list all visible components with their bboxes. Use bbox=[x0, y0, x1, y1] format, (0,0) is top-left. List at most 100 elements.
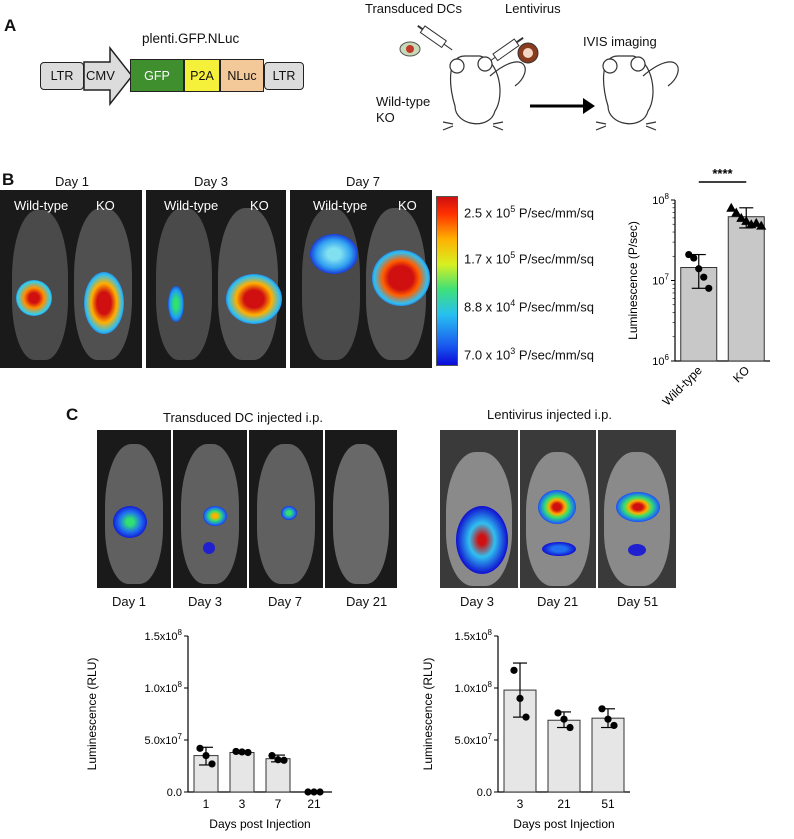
day-7-label-b: Day 7 bbox=[346, 174, 380, 189]
data-point bbox=[560, 715, 568, 723]
ivis-dc-day3 bbox=[173, 430, 247, 588]
syringe-icon-2 bbox=[488, 36, 524, 63]
left-title: Transduced DC injected i.p. bbox=[163, 410, 323, 425]
ko-label-b2: KO bbox=[250, 198, 269, 213]
data-point bbox=[756, 220, 767, 230]
data-point bbox=[522, 713, 530, 721]
data-point bbox=[700, 273, 708, 281]
data-point bbox=[726, 202, 737, 212]
right-arrow-icon bbox=[530, 98, 595, 114]
luminescence-color-scale bbox=[436, 196, 458, 366]
data-point bbox=[741, 215, 752, 225]
y-tick-label: 0.0 bbox=[167, 787, 182, 799]
chart-b-luminescence: 106 107 108 Luminescence (P/sec) Wild-type KO… bbox=[626, 166, 770, 408]
ivis-image-day7 bbox=[290, 190, 432, 368]
y-tick-label: 0.0 bbox=[477, 787, 492, 799]
ivis-dc-day1 bbox=[97, 430, 171, 588]
mouse-icon-2 bbox=[595, 55, 679, 131]
scale-label-high: 1.7 x 105 P/sec/mm/sq bbox=[464, 250, 595, 267]
data-point bbox=[705, 284, 713, 292]
data-point bbox=[690, 254, 698, 262]
c-right-day51: Day 51 bbox=[617, 594, 659, 609]
c-left-day7: Day 7 bbox=[268, 594, 302, 609]
transduced-dcs-label: Transduced DCs bbox=[365, 1, 463, 16]
day-1-label-b: Day 1 bbox=[55, 174, 89, 189]
data-point bbox=[304, 788, 312, 796]
ko-label-b3: KO bbox=[398, 198, 417, 213]
x-tick-label: 3 bbox=[517, 797, 524, 811]
data-point bbox=[202, 752, 210, 760]
x-axis-label: Days post Injection bbox=[513, 817, 614, 831]
y-tick-label: 1.5x108 bbox=[455, 628, 493, 643]
data-point bbox=[566, 723, 574, 732]
wildtype-label-b3: Wild-type bbox=[313, 198, 368, 213]
y-tick-label: 1.0x108 bbox=[145, 680, 183, 695]
y-tick-label: 107 bbox=[652, 273, 669, 288]
x-tick-label: 7 bbox=[275, 797, 282, 811]
wildtype-label-b1: Wild-type bbox=[14, 198, 69, 213]
panel-c-letter: C bbox=[66, 405, 79, 424]
data-point bbox=[736, 212, 747, 222]
x-tick-label: 3 bbox=[239, 797, 246, 811]
significance-stars: **** bbox=[712, 166, 733, 181]
data-point bbox=[238, 748, 246, 756]
bar bbox=[727, 216, 765, 362]
c-right-day3: Day 3 bbox=[460, 594, 494, 609]
bar bbox=[591, 717, 625, 793]
c-left-day21: Day 21 bbox=[346, 594, 388, 609]
x-tick-label: 21 bbox=[307, 797, 321, 811]
ivis-lv-day3 bbox=[440, 430, 518, 588]
bar bbox=[547, 719, 581, 793]
wildtype-label-b2: Wild-type bbox=[164, 198, 219, 213]
scale-label-mid: 8.8 x 104 P/sec/mm/sq bbox=[464, 298, 595, 315]
data-point bbox=[310, 788, 318, 796]
data-point bbox=[695, 265, 703, 273]
data-point bbox=[685, 250, 693, 259]
p2a-box: P2A bbox=[184, 59, 220, 92]
x-tick-label: 51 bbox=[601, 797, 615, 811]
data-point bbox=[610, 721, 618, 730]
x-tick-label: Wild-type bbox=[660, 363, 705, 408]
y-axis-label: Luminescence (RLU) bbox=[421, 658, 435, 771]
bar bbox=[265, 758, 291, 793]
ivis-dc-day21 bbox=[325, 430, 397, 588]
syringe-icon-1 bbox=[417, 25, 453, 51]
y-axis-label: Luminescence (P/sec) bbox=[626, 221, 640, 340]
ko-label-a: KO bbox=[376, 110, 395, 125]
y-tick-label: 108 bbox=[652, 192, 669, 207]
scale-label-max: 2.5 x 105 P/sec/mm/sq bbox=[464, 204, 595, 221]
cmv-label: CMV bbox=[86, 68, 115, 83]
c-left-day1: Day 1 bbox=[112, 594, 146, 609]
data-point bbox=[751, 217, 762, 227]
data-point bbox=[244, 748, 252, 757]
scale-label-min: 7.0 x 103 P/sec/mm/sq bbox=[464, 346, 595, 363]
mouse-icon-1 bbox=[442, 55, 526, 131]
data-point bbox=[731, 207, 742, 217]
x-axis-label: Days post Injection bbox=[209, 817, 310, 831]
ivis-image-day3 bbox=[146, 190, 286, 368]
data-point bbox=[316, 788, 324, 796]
x-tick-label: KO bbox=[730, 363, 752, 385]
lentivirus-icon bbox=[517, 42, 539, 64]
y-axis-label: Luminescence (RLU) bbox=[85, 658, 99, 771]
data-point bbox=[196, 744, 204, 752]
gfp-box: GFP bbox=[130, 59, 184, 92]
ivis-lv-day51 bbox=[598, 430, 676, 588]
lentivirus-label: Lentivirus bbox=[505, 1, 561, 16]
data-point bbox=[510, 666, 518, 674]
mouse-silhouette bbox=[156, 208, 212, 360]
x-tick-label: 1 bbox=[203, 797, 210, 811]
x-tick-label: 21 bbox=[557, 797, 571, 811]
data-point bbox=[516, 694, 524, 702]
panel-b-letter: B bbox=[2, 170, 15, 189]
day-3-label-b: Day 3 bbox=[194, 174, 228, 189]
mouse-silhouette bbox=[302, 208, 360, 360]
data-point bbox=[280, 756, 288, 764]
y-tick-label: 5.0x107 bbox=[455, 732, 493, 747]
data-point bbox=[268, 752, 276, 760]
bar bbox=[229, 751, 255, 793]
ivis-label: IVIS imaging bbox=[583, 34, 657, 49]
ko-label-b1: KO bbox=[96, 198, 115, 213]
y-tick-label: 1.5x108 bbox=[145, 628, 183, 643]
data-point bbox=[598, 705, 606, 713]
